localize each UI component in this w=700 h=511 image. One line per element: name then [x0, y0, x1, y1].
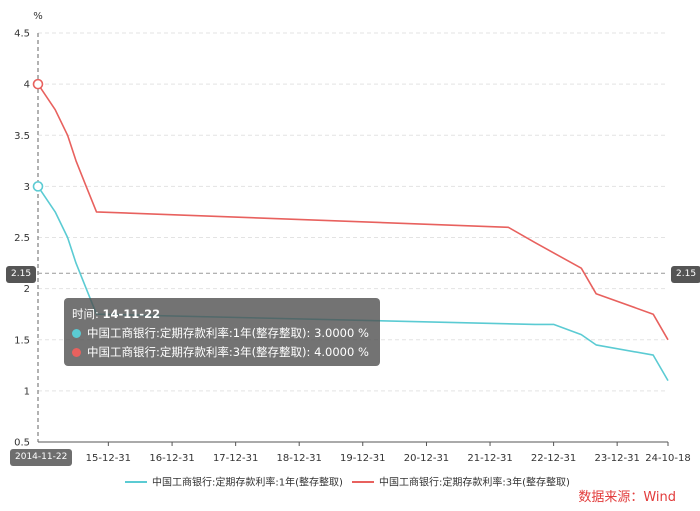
legend-label-3y: 中国工商银行:定期存款利率:3年(整存整取): [379, 476, 570, 489]
y-tick-label: 2.5: [14, 233, 30, 244]
y-tick-label: 3.5: [14, 131, 30, 142]
y-tick-label: 1: [24, 386, 30, 397]
tooltip-time-label: 时间:: [72, 307, 99, 321]
x-tick-label: 19-12-31: [340, 453, 385, 464]
y-tick-label: 4: [24, 80, 30, 91]
x-tick-label: 24-10-18: [645, 453, 690, 464]
y-tick-label: 0.5: [14, 438, 30, 449]
x-tick-label: 21-12-31: [467, 453, 512, 464]
crosshair-y-badge-right: 2.15: [671, 266, 700, 283]
tooltip-text-3y: 中国工商银行:定期存款利率:3年(整存整取): 4.0000 %: [87, 345, 369, 359]
tooltip-row-3y: 中国工商银行:定期存款利率:3年(整存整取): 4.0000 %: [72, 343, 372, 362]
hover-point-marker-3y: [32, 78, 44, 90]
hover-point-marker-1y: [32, 181, 44, 192]
tooltip-time-value: 14-11-22: [102, 307, 161, 321]
series-line-3y: [37, 83, 669, 341]
tooltip-row-1y: 中国工商银行:定期存款利率:1年(整存整取): 3.0000 %: [72, 324, 372, 343]
y-axis-label: %: [33, 11, 43, 22]
tooltip-dot-1y: [72, 329, 81, 338]
legend-label-1y: 中国工商银行:定期存款利率:1年(整存整取): [152, 476, 343, 489]
x-tick-label: 18-12-31: [276, 453, 321, 464]
y-tick-label: 1.5: [14, 335, 30, 346]
x-tick-label: 23-12-31: [594, 453, 639, 464]
x-tick-label: 17-12-31: [213, 453, 258, 464]
y-tick-label: 4.5: [14, 29, 30, 40]
x-tick-label: 15-12-31: [86, 453, 131, 464]
x-tick-label: 20-12-31: [404, 453, 449, 464]
chart-tooltip: 时间: 14-11-22 中国工商银行:定期存款利率:1年(整存整取): 3.0…: [64, 298, 380, 366]
crosshair-y-badge-left: 2.15: [6, 266, 37, 283]
x-tick-label: 22-12-31: [531, 453, 576, 464]
tooltip-dot-3y: [72, 348, 81, 357]
data-source: 数据来源：Wind: [578, 490, 676, 505]
tooltip-text-1y: 中国工商银行:定期存款利率:1年(整存整取): 3.0000 %: [87, 326, 369, 340]
y-tick-label: 3: [24, 182, 30, 193]
tooltip-time-row: 时间: 14-11-22: [72, 305, 372, 324]
crosshair-x-badge: 2014-11-22: [10, 449, 73, 466]
y-tick-label: 2: [24, 284, 30, 295]
x-tick-label: 16-12-31: [149, 453, 194, 464]
